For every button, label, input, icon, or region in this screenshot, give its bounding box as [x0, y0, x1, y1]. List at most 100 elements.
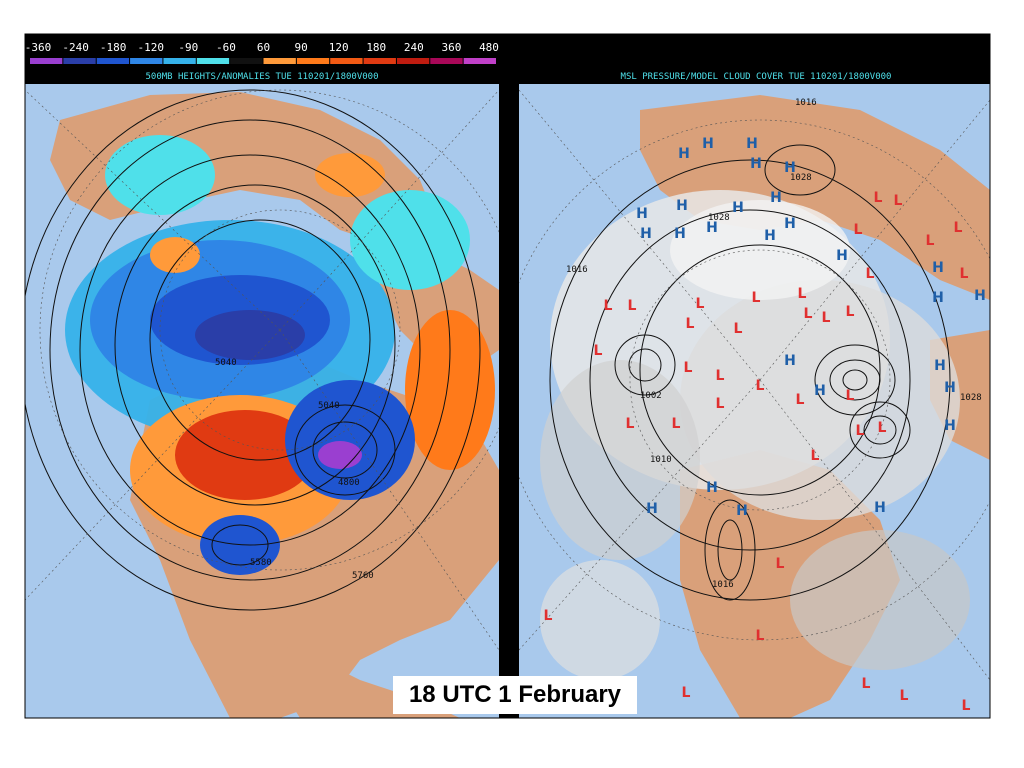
low-pressure-marker: L — [900, 688, 909, 704]
high-pressure-marker: H — [674, 226, 686, 242]
caption-box: 18 UTC 1 February — [393, 676, 637, 714]
colorbar-swatch — [230, 58, 263, 64]
low-pressure-marker: L — [804, 306, 813, 322]
high-pressure-marker: H — [944, 418, 956, 434]
colorbar-swatch — [163, 58, 196, 64]
low-pressure-marker: L — [960, 266, 969, 282]
negative-anomaly-northeast — [350, 190, 470, 290]
low-pressure-marker: L — [798, 286, 807, 302]
high-pressure-marker: H — [784, 160, 796, 176]
low-pressure-marker: L — [682, 685, 691, 701]
caption: 18 UTC 1 February — [408, 681, 622, 708]
high-pressure-marker: H — [770, 190, 782, 206]
high-pressure-marker: H — [702, 136, 714, 152]
low-pressure-marker: L — [686, 316, 695, 332]
low-pressure-marker: L — [672, 416, 681, 432]
low-pressure-marker: L — [756, 378, 765, 394]
pressure-map: 1016 1016 1028 1028 1002 1010 1016 1028 … — [519, 84, 990, 718]
low-pressure-marker: L — [776, 556, 785, 572]
colorbar-tick-label: 60 — [257, 41, 270, 54]
negative-anomaly-deep — [195, 310, 305, 360]
low-pressure-marker: L — [734, 321, 743, 337]
isobar-label: 1002 — [640, 391, 662, 401]
low-pressure-marker: L — [878, 420, 887, 436]
colorbar-swatch — [463, 58, 496, 64]
colorbar-tick-label: 240 — [404, 41, 424, 54]
low-pressure-marker: L — [696, 296, 705, 312]
low-pressure-marker: L — [684, 360, 693, 376]
right-panel: MSL PRESSURE/MODEL CLOUD COVER TUE 11020… — [519, 72, 990, 718]
low-pressure-marker: L — [854, 222, 863, 238]
high-pressure-marker: H — [706, 220, 718, 236]
land-north — [640, 95, 990, 300]
high-pressure-marker: H — [836, 248, 848, 264]
colorbar-tick-label: 120 — [329, 41, 349, 54]
positive-anomaly-east — [405, 310, 495, 470]
height-contours — [25, 89, 481, 611]
colorbar-tick-label: -60 — [216, 41, 236, 54]
high-pressure-marker: H — [736, 503, 748, 519]
low-pressure-marker: L — [756, 628, 765, 644]
colorbar-swatch — [96, 58, 130, 64]
colorbar — [30, 58, 496, 64]
left-panel-title: 500MB HEIGHTS/ANOMALIES TUE 110201/1800V… — [146, 72, 379, 82]
colorbar-swatch — [330, 58, 363, 64]
isobar-label: 1016 — [712, 580, 734, 590]
low-pressure-marker: L — [894, 193, 903, 209]
low-pressure-marker: L — [628, 298, 637, 314]
low-pressure-marker: L — [716, 396, 725, 412]
low-pressure-marker: L — [544, 608, 553, 624]
anomaly-map: 5040 5040 5580 5760 4800 — [25, 84, 499, 718]
contour-label: 5040 — [215, 358, 237, 368]
contour-label: 5580 — [250, 558, 272, 568]
colorbar-swatch — [363, 58, 396, 64]
low-center-anomaly-core — [318, 441, 362, 469]
low-pressure-marker: L — [954, 220, 963, 236]
low-pressure-marker: L — [846, 388, 855, 404]
contour-label: 5040 — [318, 401, 340, 411]
low-pressure-marker: L — [594, 343, 603, 359]
isobar-label: 1028 — [708, 213, 730, 223]
high-pressure-marker: H — [784, 353, 796, 369]
panel-divider — [499, 34, 519, 718]
high-pressure-marker: H — [974, 288, 986, 304]
colorbar-tick-label: -180 — [100, 41, 127, 54]
low-pressure-marker: L — [962, 698, 971, 714]
cloud-cover — [540, 190, 970, 680]
high-pressure-marker: H — [636, 206, 648, 222]
positive-anomaly-asia — [150, 237, 200, 273]
colorbar-labels: -360 -240 -180 -120 -90 -60 60 90 120 180 240 360 48… — [25, 41, 499, 54]
isobar-label: 1028 — [790, 173, 812, 183]
high-pressure-marker: H — [932, 290, 944, 306]
high-pressure-marker: H — [784, 216, 796, 232]
left-panel: -360 -240 -180 -120 -90 -60 60 90 120 180 240 360 48… — [25, 41, 499, 718]
contour-label: 5760 — [352, 571, 374, 581]
isobar-label: 1016 — [566, 265, 588, 275]
colorbar-tick-label: 180 — [366, 41, 386, 54]
colorbar-swatch — [430, 58, 463, 64]
low-pressure-marker: L — [866, 266, 875, 282]
low-pressure-marker: L — [626, 416, 635, 432]
high-pressure-marker: H — [944, 380, 956, 396]
low-pressure-marker: L — [822, 310, 831, 326]
high-pressure-marker: H — [732, 200, 744, 216]
low-pressure-marker: L — [874, 190, 883, 206]
high-pressure-marker: H — [814, 383, 826, 399]
contour-label: 4800 — [338, 478, 360, 488]
low-pressure-marker: L — [604, 298, 613, 314]
figure-border — [24, 33, 991, 719]
positive-anomaly-west-core — [175, 410, 315, 500]
high-pressure-marker: H — [764, 228, 776, 244]
high-pressure-marker: H — [706, 480, 718, 496]
graticule — [519, 89, 990, 681]
high-pressure-marker: H — [640, 226, 652, 242]
colorbar-swatch — [396, 58, 430, 64]
high-pressure-marker: H — [932, 260, 944, 276]
high-pressure-marker: H — [646, 501, 658, 517]
graticule — [25, 89, 499, 651]
low-pressure-marker: L — [862, 676, 871, 692]
high-pressure-marker: H — [676, 198, 688, 214]
colorbar-swatch — [30, 58, 63, 64]
colorbar-tick-label: -360 — [25, 41, 52, 54]
